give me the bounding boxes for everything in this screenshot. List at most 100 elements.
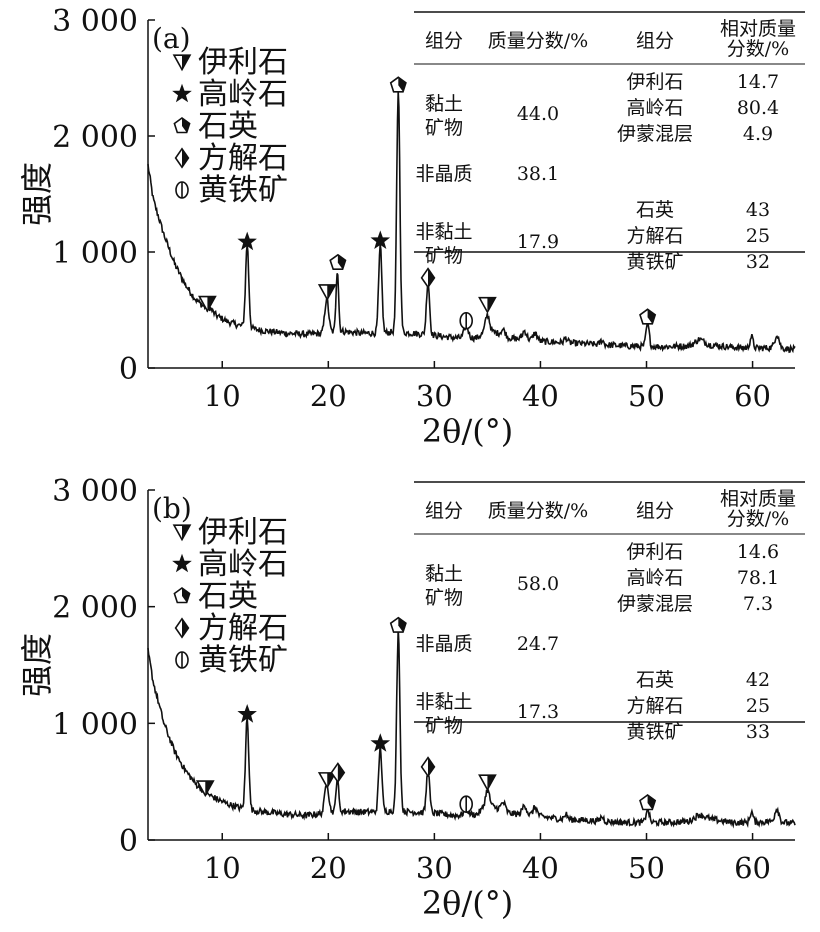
x-tick-label: 10 xyxy=(204,851,241,885)
legend-label: 高岭石 xyxy=(198,77,288,112)
legend-marker-star xyxy=(172,553,192,573)
pentagon-fill xyxy=(337,254,346,270)
peak-marker-pentagon xyxy=(329,253,347,271)
y-tick-label: 3 000 xyxy=(52,4,138,39)
table-item-value: 25 xyxy=(746,695,770,717)
peak-marker-pentagon xyxy=(639,794,657,811)
x-axis-label: 2θ/(°) xyxy=(422,412,513,450)
legend-marker-pentagon xyxy=(173,587,191,604)
triangle-fill xyxy=(327,284,336,300)
y-tick-label: 2 000 xyxy=(52,120,138,155)
peak-marker-triangle-down xyxy=(198,295,217,313)
star-shape xyxy=(237,704,257,723)
star-shape xyxy=(237,231,257,251)
table-header: 质量分数/% xyxy=(488,500,588,522)
y-tick-label: 2 000 xyxy=(52,591,138,626)
table-group-name-line: 黏土 xyxy=(425,563,463,585)
xrd-series-line xyxy=(147,628,796,829)
table-header-line: 相对质量 xyxy=(720,18,796,40)
peak-marker-pentagon xyxy=(639,308,657,325)
table-item-name: 黄铁矿 xyxy=(626,251,683,273)
table-item-value: 43 xyxy=(746,199,770,221)
legend-label: 黄铁矿 xyxy=(198,173,288,208)
peak-marker-triangle-down xyxy=(478,774,497,792)
y-axis-label: 强度 xyxy=(18,633,56,697)
table-item-value: 4.9 xyxy=(743,123,773,145)
table-group-name: 非晶质 xyxy=(415,163,472,185)
peak-marker-diamond xyxy=(420,267,436,289)
table-group-name: 非黏土矿物 xyxy=(415,691,472,737)
legend-marker-diamond xyxy=(174,147,190,169)
x-axis-label: 2θ/(°) xyxy=(422,884,513,922)
diamond-fill xyxy=(428,268,435,288)
pentagon-fill xyxy=(647,309,656,324)
legend-marker-circle xyxy=(175,651,189,669)
diamond-fill xyxy=(428,757,435,777)
peak-marker-pentagon xyxy=(389,616,407,633)
y-tick-label: 3 000 xyxy=(52,474,138,509)
table-item-name: 高岭石 xyxy=(626,97,683,119)
x-tick-label: 40 xyxy=(522,851,559,885)
table-header: 质量分数/% xyxy=(488,30,588,52)
triangle-fill xyxy=(207,296,216,311)
x-tick-label: 20 xyxy=(310,379,347,413)
legend-marker-star xyxy=(172,83,192,103)
composition-table: 组分 质量分数/% 组分 相对质量分数/% 黏土矿物 58.0 伊利石 14.6 高岭石 78.1… xyxy=(414,481,805,743)
xrd-series-line xyxy=(147,91,796,354)
pentagon-fill xyxy=(398,77,406,92)
star-shape xyxy=(172,553,192,573)
table-group-fraction: 58.0 xyxy=(517,573,559,595)
x-tick-label: 30 xyxy=(416,851,453,885)
table-group-name-line: 矿物 xyxy=(425,245,463,267)
composition-table: 组分 质量分数/% 组分 相对质量分数/% 黏土矿物 44.0 伊利石 14.7 高岭石 80.4… xyxy=(414,11,805,273)
x-tick-label: 10 xyxy=(204,379,241,413)
table-group-name-line: 非晶质 xyxy=(415,633,472,655)
table-item-name: 方解石 xyxy=(626,695,683,717)
pentagon-fill xyxy=(647,795,656,810)
diamond-fill xyxy=(337,763,345,782)
table-item-value: 14.7 xyxy=(737,71,779,93)
star-shape xyxy=(370,230,391,249)
table-group-name: 黏土矿物 xyxy=(425,563,463,609)
table-group-fraction: 17.9 xyxy=(517,231,559,253)
peak-marker-star xyxy=(237,231,257,251)
y-tick-label: 1 000 xyxy=(52,707,138,742)
peak-marker-circle xyxy=(459,311,473,330)
pentagon-fill xyxy=(182,118,190,133)
star-shape xyxy=(370,733,391,752)
table-item-name: 黄铁矿 xyxy=(626,721,683,743)
table-header: 相对质量分数/% xyxy=(720,488,796,530)
table-item-name: 伊蒙混层 xyxy=(617,123,693,145)
x-tick-label: 30 xyxy=(416,379,453,413)
triangle-fill xyxy=(327,772,336,788)
star-shape xyxy=(172,83,192,103)
peak-marker-circle xyxy=(459,795,473,813)
peak-marker-triangle-down xyxy=(317,772,337,789)
x-tick-label: 60 xyxy=(734,379,771,413)
x-tick-label: 40 xyxy=(522,379,559,413)
legend-label: 黄铁矿 xyxy=(198,643,288,678)
table-group-fraction: 44.0 xyxy=(517,103,559,125)
table-group-name: 非黏土矿物 xyxy=(415,221,472,267)
legend-label: 石英 xyxy=(198,579,258,614)
legend-label: 伊利石 xyxy=(198,45,288,80)
triangle-fill xyxy=(205,781,214,796)
table-header: 组分 xyxy=(425,30,463,52)
peak-marker-star xyxy=(370,230,391,249)
table-item-value: 42 xyxy=(746,669,770,691)
table-item-value: 14.6 xyxy=(737,541,779,563)
x-tick-label: 50 xyxy=(628,851,665,885)
table-group-fraction: 17.3 xyxy=(517,701,559,723)
peak-marker-star xyxy=(370,733,391,752)
legend-marker-circle xyxy=(175,181,189,199)
table-header: 组分 xyxy=(425,500,463,522)
table-group-fraction: 38.1 xyxy=(517,163,559,185)
legend-label: 高岭石 xyxy=(198,547,288,582)
triangle-fill xyxy=(182,525,190,540)
table-item-value: 78.1 xyxy=(737,567,779,589)
